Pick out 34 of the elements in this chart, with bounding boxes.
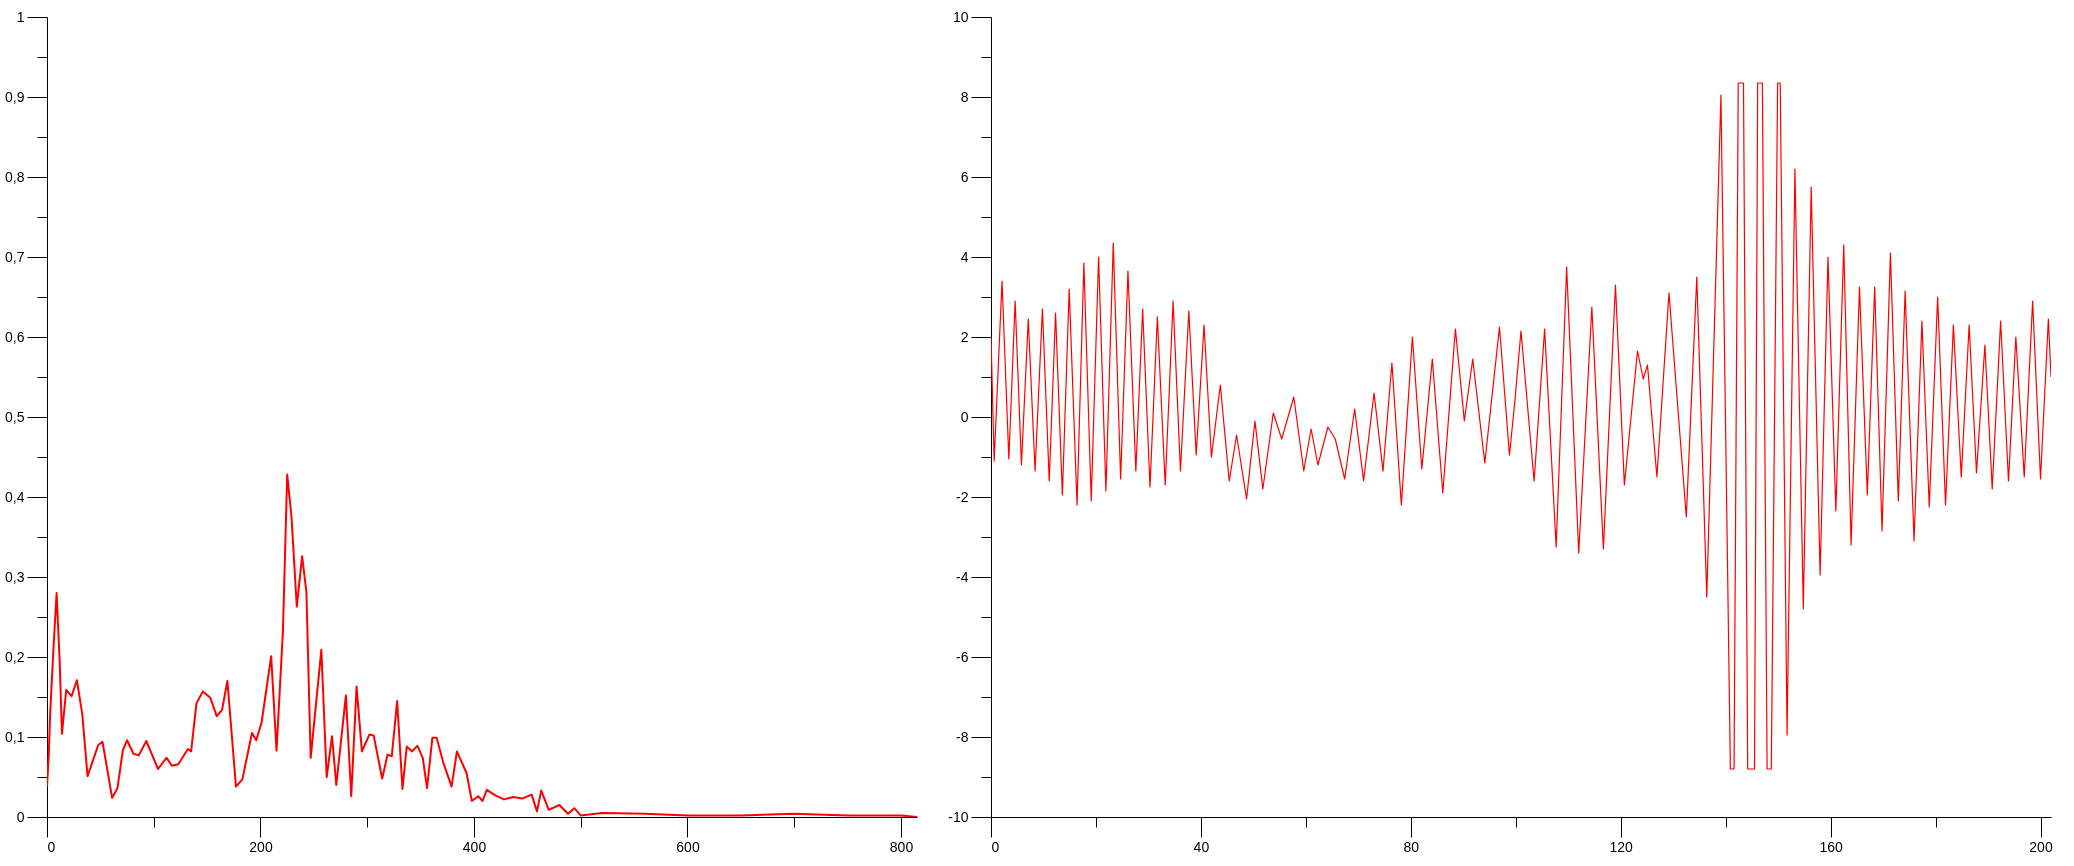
y-tick-label: 0,1	[5, 728, 25, 745]
y-tick-label: 0,6	[5, 328, 25, 345]
y-tick-label: 0,7	[5, 248, 25, 265]
y-tick-label: 0	[960, 408, 969, 425]
y-tick-label: -2	[956, 488, 969, 505]
y-tick-label: 2	[960, 328, 969, 345]
x-tick-label: 0	[991, 838, 1000, 855]
y-tick-label: 0,8	[5, 168, 25, 185]
line-series	[991, 82, 2051, 770]
y-tick-label: 0,3	[5, 568, 25, 585]
x-tick-label: 800	[889, 838, 914, 855]
x-tick-label: 160	[1819, 838, 1843, 855]
x-tick-label: 600	[676, 838, 700, 855]
y-tick-label: 0,9	[5, 88, 25, 105]
y-tick-label: 4	[960, 248, 969, 265]
y-tick-label: 0,5	[5, 408, 25, 425]
y-tick-label: -6	[956, 648, 969, 665]
y-tick-label: -8	[956, 728, 969, 745]
x-tick-label: 200	[249, 838, 273, 855]
x-tick-label: 400	[462, 838, 487, 855]
x-tick-label: 0	[47, 838, 56, 855]
x-tick-label: 200	[2029, 838, 2053, 855]
x-tick-label: 80	[1403, 838, 1420, 855]
y-tick-label: 0,4	[5, 488, 25, 505]
y-tick-label: 8	[960, 88, 969, 105]
y-tick-label: -4	[956, 568, 969, 585]
y-tick-label: 0	[16, 808, 25, 825]
y-tick-label: -10	[948, 808, 969, 825]
y-tick-label: 10	[952, 8, 969, 25]
y-tick-label: 6	[960, 168, 969, 185]
x-tick-label: 40	[1193, 838, 1210, 855]
y-tick-label: 1	[16, 8, 25, 25]
y-tick-label: 0,2	[5, 648, 25, 665]
x-tick-label: 120	[1609, 838, 1634, 855]
